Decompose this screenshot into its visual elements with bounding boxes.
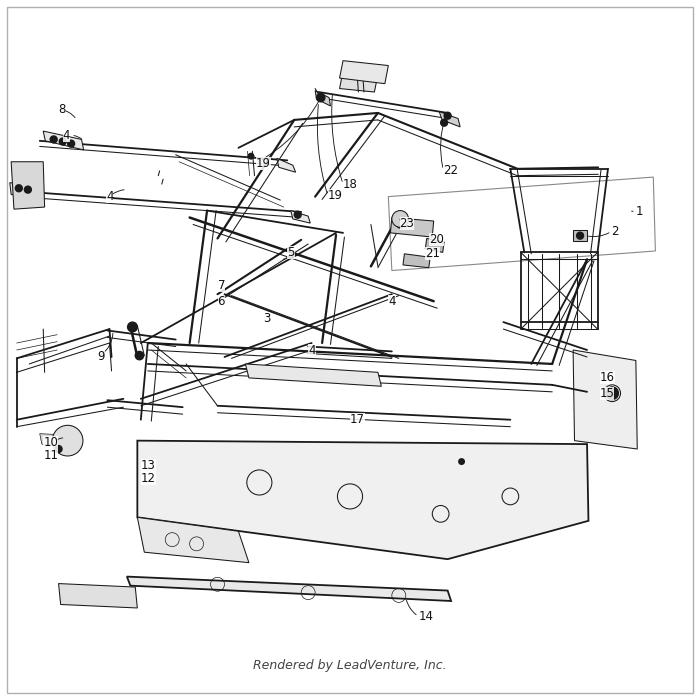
Polygon shape bbox=[391, 218, 434, 237]
Text: 20: 20 bbox=[430, 233, 444, 246]
Text: 14: 14 bbox=[419, 610, 433, 623]
Polygon shape bbox=[290, 211, 310, 223]
Polygon shape bbox=[40, 434, 68, 446]
Text: 10: 10 bbox=[43, 435, 58, 449]
Circle shape bbox=[50, 135, 58, 143]
Circle shape bbox=[440, 118, 448, 127]
Circle shape bbox=[15, 184, 23, 192]
Circle shape bbox=[52, 426, 83, 456]
Circle shape bbox=[134, 351, 144, 360]
Polygon shape bbox=[403, 254, 430, 267]
Circle shape bbox=[396, 220, 405, 229]
Circle shape bbox=[67, 139, 76, 148]
Text: 9: 9 bbox=[97, 351, 105, 363]
Text: 13: 13 bbox=[141, 458, 155, 472]
Text: 18: 18 bbox=[343, 178, 358, 190]
Text: Rendered by LeadVenture, Inc.: Rendered by LeadVenture, Inc. bbox=[253, 659, 447, 672]
Polygon shape bbox=[11, 162, 45, 209]
Text: 22: 22 bbox=[443, 164, 459, 176]
Text: 17: 17 bbox=[350, 413, 365, 426]
Circle shape bbox=[392, 211, 409, 228]
Text: 5: 5 bbox=[287, 246, 295, 259]
Polygon shape bbox=[340, 61, 389, 84]
Circle shape bbox=[293, 211, 302, 219]
Text: 8: 8 bbox=[59, 103, 66, 116]
Polygon shape bbox=[10, 183, 42, 198]
Text: 4: 4 bbox=[308, 344, 316, 356]
Circle shape bbox=[24, 186, 32, 194]
Polygon shape bbox=[43, 131, 84, 150]
Text: 16: 16 bbox=[600, 372, 615, 384]
Circle shape bbox=[316, 92, 326, 102]
Circle shape bbox=[55, 444, 63, 453]
Text: 12: 12 bbox=[141, 473, 156, 486]
Text: 3: 3 bbox=[262, 312, 270, 325]
Polygon shape bbox=[573, 230, 587, 241]
Polygon shape bbox=[137, 440, 589, 559]
Text: 4: 4 bbox=[63, 129, 70, 142]
Circle shape bbox=[127, 321, 138, 332]
Polygon shape bbox=[137, 517, 249, 563]
Text: 2: 2 bbox=[612, 225, 619, 238]
Polygon shape bbox=[315, 90, 330, 106]
Text: 11: 11 bbox=[43, 449, 58, 463]
Polygon shape bbox=[573, 350, 637, 449]
Polygon shape bbox=[426, 239, 444, 253]
Text: 21: 21 bbox=[426, 247, 440, 260]
Text: 4: 4 bbox=[106, 190, 113, 203]
Circle shape bbox=[59, 137, 67, 146]
Circle shape bbox=[443, 111, 452, 120]
Polygon shape bbox=[59, 584, 137, 608]
Text: 19: 19 bbox=[256, 157, 271, 169]
Text: 1: 1 bbox=[636, 206, 643, 218]
Circle shape bbox=[458, 458, 465, 465]
Polygon shape bbox=[246, 364, 382, 386]
Text: 7: 7 bbox=[218, 279, 225, 293]
Text: 6: 6 bbox=[218, 295, 225, 308]
Text: 15: 15 bbox=[600, 386, 615, 400]
Circle shape bbox=[248, 153, 255, 160]
Polygon shape bbox=[340, 71, 378, 92]
Polygon shape bbox=[127, 577, 451, 601]
Text: 19: 19 bbox=[328, 189, 343, 202]
Text: 23: 23 bbox=[400, 216, 414, 230]
Polygon shape bbox=[439, 111, 460, 127]
Circle shape bbox=[576, 232, 584, 240]
Circle shape bbox=[606, 386, 619, 400]
Text: 4: 4 bbox=[389, 295, 396, 308]
Polygon shape bbox=[276, 158, 295, 172]
